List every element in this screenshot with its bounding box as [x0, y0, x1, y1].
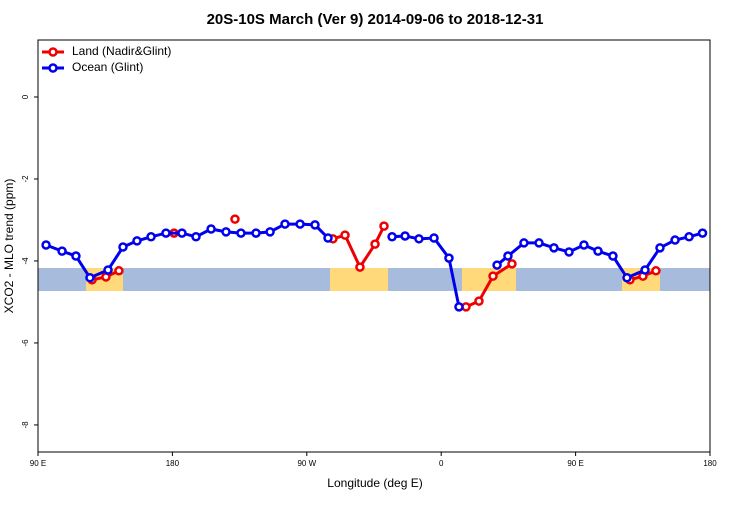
data-point	[323, 233, 333, 243]
data-point	[579, 240, 589, 250]
data-point	[251, 228, 261, 238]
data-point	[280, 219, 290, 229]
data-point	[492, 260, 502, 270]
data-point	[114, 266, 124, 276]
legend-label: Ocean (Glint)	[72, 60, 143, 74]
data-point	[206, 224, 216, 234]
data-point	[400, 231, 410, 241]
plot-frame	[37, 39, 711, 453]
data-point	[230, 214, 240, 224]
y-tick-label: 0	[21, 94, 30, 99]
x-tick-label: 90 E	[30, 459, 46, 468]
y-axis-label: XCO2 - MLO trend (ppm)	[2, 179, 16, 314]
data-point	[177, 228, 187, 238]
x-tick-label: 90 E	[567, 459, 583, 468]
data-point	[684, 232, 694, 242]
data-point	[146, 232, 156, 242]
data-point	[670, 235, 680, 245]
y-tick-label: -8	[21, 421, 30, 429]
data-point	[608, 251, 618, 261]
data-point	[488, 271, 498, 281]
data-point	[414, 234, 424, 244]
data-point	[310, 220, 320, 230]
data-point	[655, 243, 665, 253]
chart-title: 20S-10S March (Ver 9) 2014-09-06 to 2018…	[207, 11, 544, 28]
data-point	[564, 247, 574, 257]
data-point	[265, 227, 275, 237]
x-tick-label: 90 W	[297, 459, 316, 468]
x-axis-label: Longitude (deg E)	[327, 476, 422, 490]
legend-marker	[48, 47, 58, 57]
data-point	[622, 273, 632, 283]
series-line	[465, 262, 513, 309]
data-point	[85, 273, 95, 283]
data-point	[640, 265, 650, 275]
x-tick-label: 180	[703, 459, 717, 468]
data-point	[519, 238, 529, 248]
x-tick-label: 180	[166, 459, 180, 468]
data-point	[474, 296, 484, 306]
data-point	[387, 232, 397, 242]
x-tick-label: 0	[439, 459, 444, 468]
data-point	[161, 228, 171, 238]
legend-marker	[48, 63, 58, 73]
data-point	[221, 227, 231, 237]
data-point	[191, 232, 201, 242]
data-point	[507, 259, 517, 269]
data-point	[503, 251, 513, 261]
data-point	[549, 243, 559, 253]
data-point	[534, 238, 544, 248]
data-point	[429, 233, 439, 243]
data-point	[71, 251, 81, 261]
data-point	[379, 221, 389, 231]
legend-label: Land (Nadir&Glint)	[72, 44, 171, 58]
surface-strip	[38, 268, 710, 291]
y-tick-label: -4	[21, 257, 30, 265]
data-point	[593, 246, 603, 256]
data-point	[444, 253, 454, 263]
data-point	[651, 266, 661, 276]
y-tick-label: -2	[21, 175, 30, 183]
data-point	[340, 230, 350, 240]
data-point	[103, 265, 113, 275]
data-point	[370, 239, 380, 249]
data-point	[57, 246, 67, 256]
data-point	[454, 302, 464, 312]
data-point	[118, 242, 128, 252]
y-tick-label: -6	[21, 339, 30, 347]
data-point	[132, 236, 142, 246]
data-point	[295, 219, 305, 229]
data-point	[236, 228, 246, 238]
data-point	[355, 262, 365, 272]
data-point	[41, 240, 51, 250]
data-point	[697, 228, 708, 238]
